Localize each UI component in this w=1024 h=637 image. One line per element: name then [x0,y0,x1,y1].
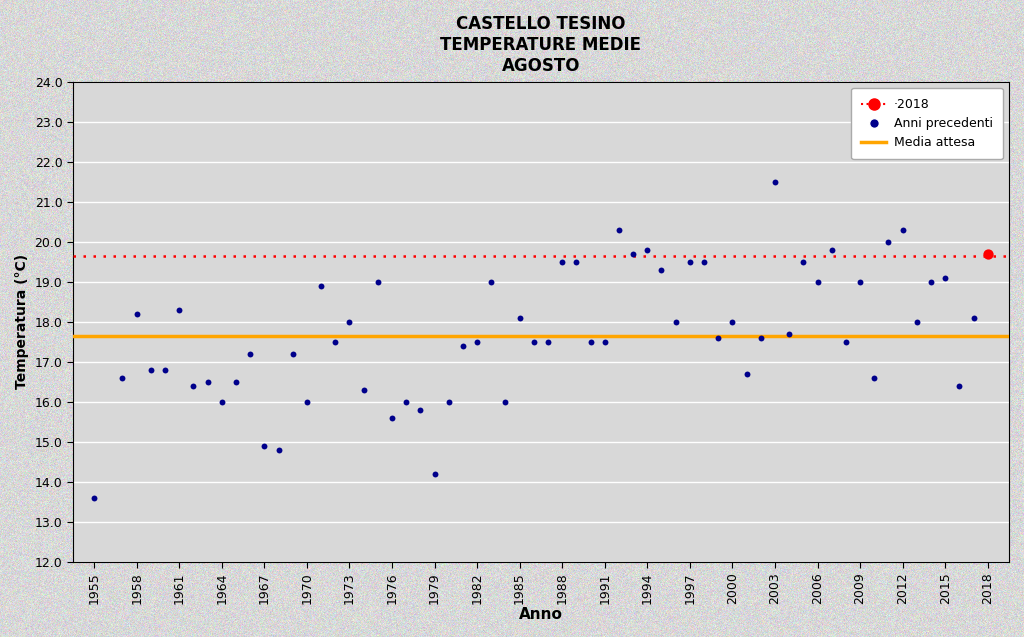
Point [866,373,883,383]
Point [299,397,315,407]
Point [469,337,485,347]
Point [597,337,613,347]
Point [171,304,187,315]
Legend: ·2018, Anni precedenti, Media attesa: ·2018, Anni precedenti, Media attesa [851,88,1002,159]
Point [838,337,854,347]
Point [966,313,982,323]
Point [128,309,144,319]
Point [653,265,670,275]
Point [142,365,159,375]
Point [185,381,202,391]
Point [710,333,726,343]
Point [525,337,542,347]
Point [823,245,840,255]
Y-axis label: Temperatura (°C): Temperatura (°C) [15,254,29,389]
Title: CASTELLO TESINO
TEMPERATURE MEDIE
AGOSTO: CASTELLO TESINO TEMPERATURE MEDIE AGOSTO [440,15,641,75]
Point [583,337,599,347]
Point [285,348,301,359]
Point [227,376,244,387]
Point [200,376,216,387]
Point [625,248,641,259]
Point [115,373,131,383]
Point [86,493,102,503]
Point [980,248,996,259]
Point [242,348,258,359]
Point [923,276,939,287]
Point [881,237,897,247]
Point [313,281,330,291]
Point [753,333,769,343]
Point [426,469,442,479]
Point [738,369,755,379]
Point [610,225,627,235]
Point [568,257,585,267]
Point [951,381,968,391]
Point [327,337,343,347]
Point [894,225,910,235]
Point [256,441,272,451]
Point [483,276,500,287]
Point [908,317,925,327]
Point [796,257,812,267]
Point [157,365,173,375]
Point [668,317,684,327]
Point [540,337,556,347]
Point [937,273,953,283]
Point [440,397,457,407]
Point [270,445,287,455]
Point [398,397,415,407]
Point [767,176,783,187]
X-axis label: Anno: Anno [519,607,563,622]
Point [809,276,825,287]
Point [696,257,713,267]
Point [214,397,230,407]
Point [355,385,372,395]
Point [413,404,429,415]
Point [852,276,868,287]
Point [639,245,655,255]
Point [724,317,740,327]
Point [455,341,471,351]
Point [781,329,798,339]
Point [384,413,400,423]
Point [498,397,514,407]
Point [370,276,386,287]
Point [682,257,698,267]
Point [554,257,570,267]
Point [511,313,527,323]
Point [341,317,357,327]
